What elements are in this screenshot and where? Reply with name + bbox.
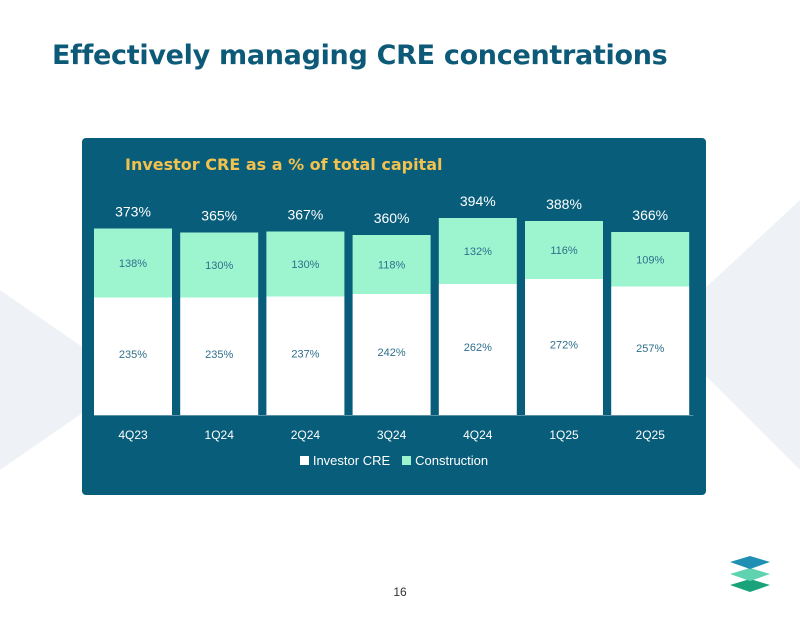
bar-construction-2Q24 xyxy=(266,231,345,297)
bar-construction-2Q25 xyxy=(611,232,690,287)
bar-construction-4Q24 xyxy=(438,218,517,284)
data-label-construction-1Q25: 116% xyxy=(550,245,578,257)
chart-panel: Investor CRE as a % of total capital 235… xyxy=(82,138,706,495)
data-label-construction-2Q25: 109% xyxy=(636,254,664,266)
bar-construction-3Q24 xyxy=(352,235,431,294)
chart-title: Investor CRE as a % of total capital xyxy=(125,155,443,174)
company-logo-icon xyxy=(730,556,770,592)
legend-item-construction: Construction xyxy=(402,453,488,468)
total-label-1Q24: 365% xyxy=(201,208,237,224)
data-label-construction-4Q23: 138% xyxy=(119,258,147,270)
bar-construction-4Q23 xyxy=(94,228,172,298)
x-tick-label-2Q25: 2Q25 xyxy=(636,428,666,442)
total-label-2Q25: 366% xyxy=(632,207,668,223)
legend-label-construction: Construction xyxy=(415,453,489,468)
data-label-construction-2Q24: 130% xyxy=(291,259,319,271)
data-label-investor-cre-1Q24: 235% xyxy=(205,349,233,361)
x-tick-label-2Q24: 2Q24 xyxy=(291,428,321,442)
x-tick-label-4Q24: 4Q24 xyxy=(463,428,493,442)
legend-item-investor-cre: Investor CRE xyxy=(299,453,391,468)
legend-swatch-construction xyxy=(402,456,412,465)
data-label-construction-4Q24: 132% xyxy=(464,246,492,258)
bar-construction-1Q24 xyxy=(180,232,259,298)
bar-investor-cre-4Q24 xyxy=(438,284,517,415)
total-label-3Q24: 360% xyxy=(374,210,410,226)
x-tick-label-1Q25: 1Q25 xyxy=(549,428,579,442)
data-label-investor-cre-4Q23: 235% xyxy=(119,349,147,361)
chart-legend: Investor CRE Construction xyxy=(82,453,706,468)
page-title: Effectively managing CRE concentrations xyxy=(52,40,668,71)
total-label-2Q24: 367% xyxy=(287,207,323,223)
bar-investor-cre-1Q25 xyxy=(525,279,603,415)
bar-investor-cre-1Q24 xyxy=(180,297,259,415)
stacked-bar-chart: 235% 138% 373% 4Q23 235% 130% 365% 1Q24 237% 130%… xyxy=(94,193,694,442)
x-tick-label-4Q23: 4Q23 xyxy=(118,428,148,442)
data-label-investor-cre-4Q24: 262% xyxy=(464,342,492,354)
data-label-investor-cre-3Q24: 242% xyxy=(378,347,406,359)
data-label-investor-cre-1Q25: 272% xyxy=(550,339,578,351)
total-label-4Q23: 373% xyxy=(115,204,151,220)
x-tick-label-1Q24: 1Q24 xyxy=(205,428,235,442)
bar-investor-cre-4Q23 xyxy=(94,297,172,415)
data-label-investor-cre-2Q25: 257% xyxy=(636,343,664,355)
total-label-4Q24: 394% xyxy=(460,193,496,209)
bar-investor-cre-2Q25 xyxy=(611,286,690,415)
bar-construction-1Q25 xyxy=(525,221,603,279)
legend-label-investor-cre: Investor CRE xyxy=(312,453,391,468)
bar-investor-cre-2Q24 xyxy=(266,296,345,415)
page-number: 16 xyxy=(393,585,407,599)
x-tick-label-3Q24: 3Q24 xyxy=(377,428,407,442)
data-label-construction-3Q24: 118% xyxy=(378,260,406,272)
data-label-investor-cre-2Q24: 237% xyxy=(291,348,319,360)
legend-swatch-investor-cre xyxy=(299,456,309,465)
total-label-1Q25: 388% xyxy=(546,196,582,212)
bar-investor-cre-3Q24 xyxy=(352,294,431,415)
data-label-construction-1Q24: 130% xyxy=(205,260,233,272)
